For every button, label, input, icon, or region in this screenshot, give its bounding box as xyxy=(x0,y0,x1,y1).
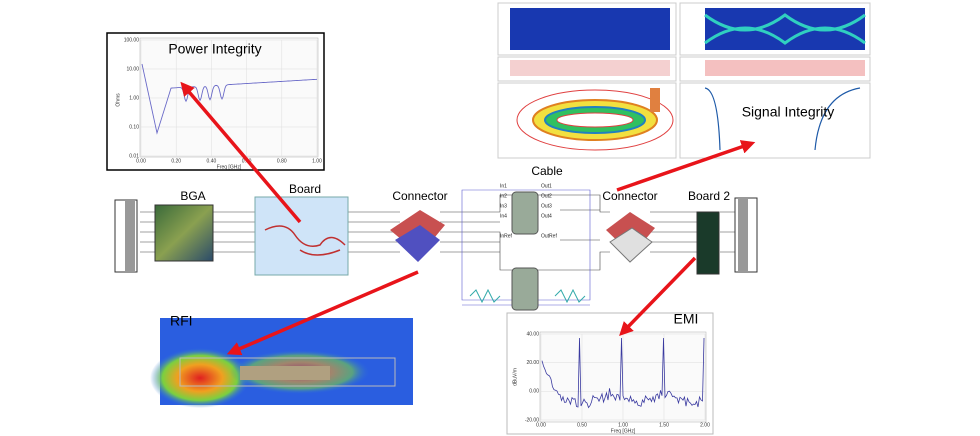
pin-label: OutRef xyxy=(541,233,557,239)
component-body xyxy=(738,198,748,272)
connector-model xyxy=(390,210,655,263)
enclosure xyxy=(179,357,396,387)
x-tick-label: 0.80 xyxy=(277,158,287,164)
cable-model xyxy=(511,267,539,311)
impedance-curve xyxy=(141,63,318,135)
y-tick-label: 40.00 xyxy=(526,331,539,337)
y-tick-label: 100.00 xyxy=(124,37,140,43)
bathtub-curve xyxy=(704,87,861,151)
schematic: BGA Board Connector Cable Connector Board 2 I… xyxy=(114,164,758,311)
bga-package xyxy=(154,204,214,262)
pin-label: Out1 xyxy=(541,183,552,189)
panel-title: Signal Integrity xyxy=(742,104,835,120)
y-tick-label: 0.00 xyxy=(529,389,539,395)
eye-contours xyxy=(516,88,674,151)
pin-label: Out2 xyxy=(541,193,552,199)
x-tick-label: 2.00 xyxy=(700,422,710,428)
y-tick-label: 1.00 xyxy=(129,95,139,101)
jitter-band xyxy=(510,60,670,76)
cable-model xyxy=(511,191,539,235)
x-tick-label: 0.20 xyxy=(171,158,181,164)
pin-label: InRef xyxy=(500,233,513,239)
panel-title: RFI xyxy=(170,313,193,329)
resistor xyxy=(469,288,586,304)
x-tick-label: 0.00 xyxy=(136,158,146,164)
axis-label: dBuV/m xyxy=(512,368,518,386)
rfi-panel: RFI xyxy=(150,313,413,408)
panel-title: Power Integrity xyxy=(168,41,261,57)
signal-integrity-panel: Signal Integrity xyxy=(497,2,871,159)
jitter-band xyxy=(705,60,865,76)
board-model xyxy=(254,196,349,276)
axis-label: Ohms xyxy=(115,93,121,107)
x-tick-label: 0.00 xyxy=(536,422,546,428)
node-label: Board xyxy=(289,182,321,196)
emission-curve xyxy=(541,337,705,409)
power-integrity-panel: 100.0010.001.000.100.010.000.200.400.600… xyxy=(106,32,325,171)
hotspot xyxy=(150,348,250,408)
eye-density xyxy=(510,8,670,50)
y-tick-label: 20.00 xyxy=(526,360,539,366)
pin-label: In1 xyxy=(500,183,507,189)
y-tick-label: -20.00 xyxy=(525,417,539,423)
component-body xyxy=(125,200,135,272)
y-tick-label: 0.10 xyxy=(129,124,139,130)
y-tick-label: 10.00 xyxy=(126,66,139,72)
pin-label: Out3 xyxy=(541,203,552,209)
pin-label: In2 xyxy=(500,193,507,199)
board-traces xyxy=(264,225,346,256)
eye-openings xyxy=(704,13,866,45)
axis-label: Freq [GHz] xyxy=(217,164,242,170)
pin-label: In4 xyxy=(500,213,507,219)
y-tick-label: 0.01 xyxy=(129,153,139,159)
bathtub-plot xyxy=(679,82,871,159)
node-label: Cable xyxy=(531,164,563,178)
x-tick-label: 1.50 xyxy=(659,422,669,428)
panel-title: EMI xyxy=(674,311,699,327)
node-label: Connector xyxy=(602,189,657,203)
node-label: Connector xyxy=(392,189,447,203)
pin-label: Out4 xyxy=(541,213,552,219)
x-tick-label: 0.50 xyxy=(577,422,587,428)
x-tick-label: 0.40 xyxy=(207,158,217,164)
axis-label: Freq [GHz] xyxy=(611,428,636,434)
pin-label: In3 xyxy=(500,203,507,209)
board2-model xyxy=(696,211,720,275)
pcb-outline xyxy=(240,366,330,380)
x-tick-label: 1.00 xyxy=(312,158,322,164)
x-tick-label: 1.00 xyxy=(618,422,628,428)
node-label: Board 2 xyxy=(688,189,730,203)
node-label: BGA xyxy=(180,189,205,203)
arrows xyxy=(180,81,756,356)
